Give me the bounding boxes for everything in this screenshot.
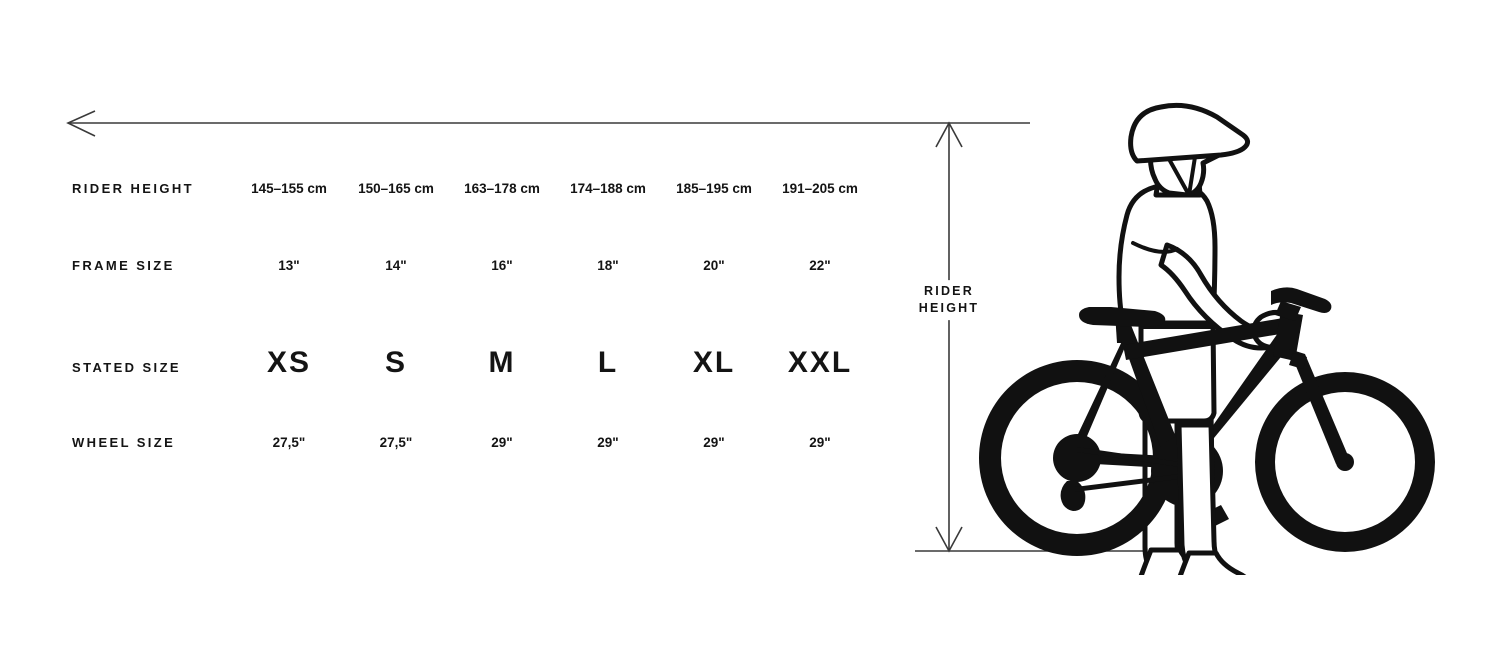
- handlebar: [1271, 287, 1332, 313]
- chain-lower: [1075, 473, 1187, 492]
- jersey-sleeve-line: [1131, 241, 1179, 254]
- cell-frame-size-3: 16": [491, 258, 513, 273]
- cell-rider-height-3: 163–178 cm: [464, 181, 540, 196]
- cell-rider-height-6: 191–205 cm: [782, 181, 858, 196]
- bike-and-rider-illustration: [979, 102, 1435, 575]
- cell-rider-height-4: 174–188 cm: [570, 181, 646, 196]
- cell-wheel-size-2: 27,5": [379, 435, 413, 450]
- cell-wheel-size-4: 29": [597, 435, 619, 450]
- front-hub: [1336, 453, 1354, 471]
- rider-height-dimension-label: RIDER HEIGHT: [912, 280, 986, 320]
- cell-wheel-size-3: 29": [491, 435, 513, 450]
- row-label-stated-size: STATED SIZE: [72, 360, 181, 375]
- chain: [1077, 447, 1187, 468]
- cell-frame-size-6: 22": [809, 258, 831, 273]
- fork: [1289, 349, 1349, 464]
- cell-rider-height-1: 145–155 cm: [251, 181, 327, 196]
- cell-stated-size-3: M: [488, 346, 516, 379]
- rider-near-leg-overlay: [1176, 422, 1247, 575]
- row-label-wheel-size: WHEEL SIZE: [72, 435, 176, 450]
- cell-stated-size-4: L: [597, 346, 619, 379]
- cell-frame-size-5: 20": [703, 258, 725, 273]
- dimension-label-line-2: HEIGHT: [918, 301, 980, 315]
- rider-helmet: [1128, 102, 1251, 164]
- seat-tube: [1117, 325, 1187, 471]
- cell-wheel-size-6: 29": [809, 435, 831, 450]
- head-tube: [1273, 311, 1303, 361]
- cell-wheel-size-5: 29": [703, 435, 725, 450]
- cell-rider-height-2: 150–165 cm: [358, 181, 434, 196]
- cell-frame-size-1: 13": [278, 258, 300, 273]
- rider-shoe-near: [1177, 550, 1247, 575]
- row-label-frame-size: FRAME SIZE: [72, 258, 175, 273]
- cell-rider-height-5: 185–195 cm: [676, 181, 752, 196]
- helmet-strap: [1167, 155, 1197, 197]
- stem: [1275, 301, 1301, 321]
- fork-crown-detail: [1289, 353, 1307, 369]
- rear-derailleur: [1060, 481, 1086, 511]
- cell-stated-size-2: S: [384, 346, 408, 379]
- seat-stay: [1070, 333, 1131, 455]
- cell-wheel-size-1: 27,5": [272, 435, 306, 450]
- saddle: [1079, 307, 1166, 327]
- dimension-label-line-1: RIDER: [924, 284, 974, 299]
- rider-leg-near: [1176, 422, 1225, 575]
- left-arrowhead: [66, 110, 96, 137]
- top-tube: [1123, 317, 1292, 360]
- cell-stated-size-1: XS: [266, 346, 312, 379]
- cell-stated-size-5: XL: [692, 346, 736, 379]
- cell-stated-size-6: XXL: [787, 346, 853, 379]
- cell-frame-size-2: 14": [385, 258, 407, 273]
- cell-frame-size-4: 18": [597, 258, 619, 273]
- rear-cassette: [1053, 434, 1101, 482]
- row-label-rider-height: RIDER HEIGHT: [72, 181, 194, 196]
